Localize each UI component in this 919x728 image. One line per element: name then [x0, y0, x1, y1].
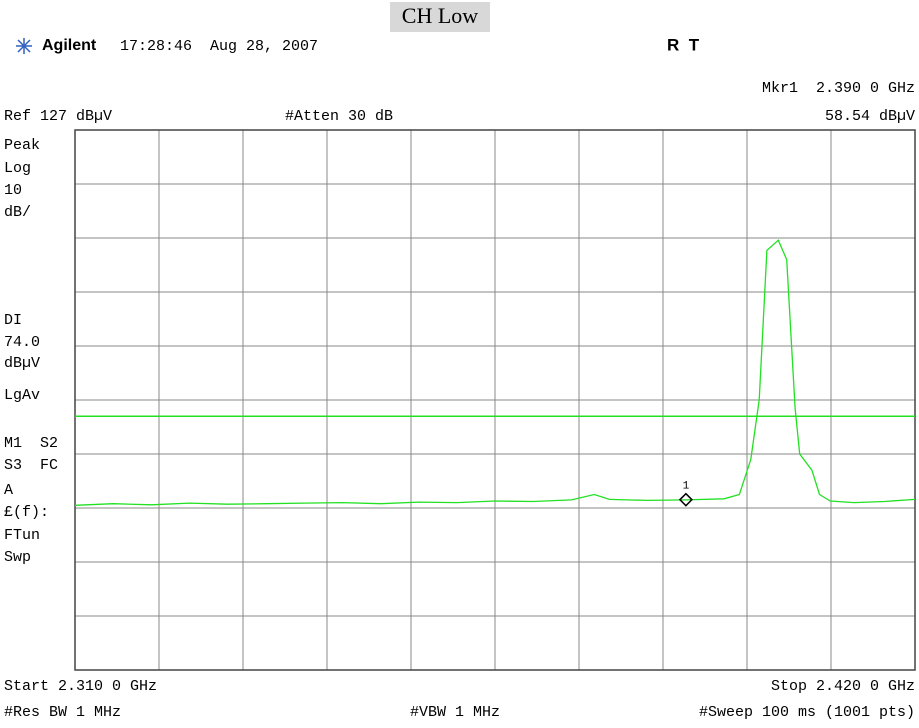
side-label: S3 FC: [4, 457, 58, 474]
trace: [74, 239, 916, 506]
side-label: Log: [4, 160, 31, 177]
side-label: £(f):: [4, 504, 49, 521]
side-label: 10: [4, 182, 22, 199]
sweep: #Sweep 100 ms (1001 pts): [699, 704, 915, 721]
attenuation: #Atten 30 dB: [285, 108, 393, 125]
rbw: #Res BW 1 MHz: [4, 704, 121, 721]
side-label: Swp: [4, 549, 31, 566]
vbw: #VBW 1 MHz: [410, 704, 500, 721]
start-freq: Start 2.310 0 GHz: [4, 678, 157, 695]
status: R T: [667, 35, 700, 54]
side-label: dBµV: [4, 355, 40, 372]
logo: [16, 38, 32, 54]
ref-level: Ref 127 dBµV: [4, 108, 112, 125]
stop-freq: Stop 2.420 0 GHz: [771, 678, 915, 695]
side-label: Peak: [4, 137, 40, 154]
plot-border: [74, 129, 916, 671]
side-label: dB/: [4, 204, 31, 221]
side-label: LgAv: [4, 387, 40, 404]
marker-label: 1: [683, 481, 690, 493]
timestamp: 17:28:46 Aug 28, 2007: [120, 38, 318, 55]
title-box: [390, 2, 490, 32]
brand: Agilent: [42, 37, 97, 54]
side-label: DI: [4, 312, 22, 329]
side-label: 74.0: [4, 334, 40, 351]
marker-readout: Mkr1 2.390 0 GHz: [762, 80, 915, 97]
side-label: FTun: [4, 527, 40, 544]
marker-level: 58.54 dBµV: [825, 108, 915, 125]
side-label: M1 S2: [4, 435, 58, 452]
side-label: A: [4, 482, 13, 499]
title: CH Low: [402, 3, 479, 28]
marker: [678, 492, 693, 507]
